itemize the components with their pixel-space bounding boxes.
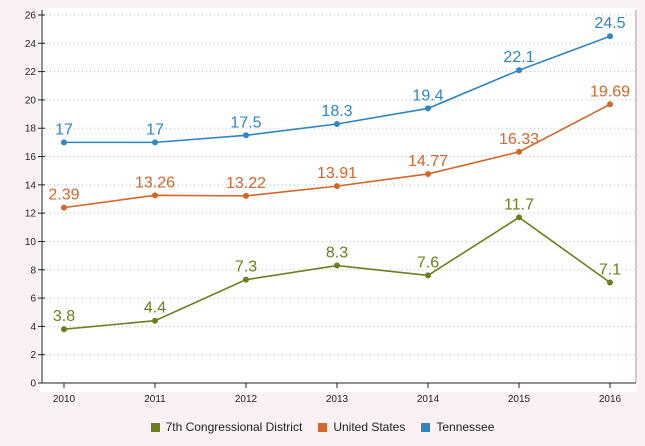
x-tick-label-2014: 2014 [417,394,440,405]
y-tick-label-8: 8 [30,265,36,276]
data-label-district-2010: 3.8 [53,308,75,325]
data-point-tennessee-2011 [152,139,158,146]
data-point-united-states-2011 [152,192,158,199]
legend-label-united-states: United States [333,420,406,434]
data-label-united-states-2013: 13.91 [317,165,357,182]
y-tick-label-10: 10 [25,237,37,248]
legend: 7th Congressional District United States… [0,420,645,434]
legend-swatch-united-states [318,422,328,432]
data-label-united-states-2015: 16.33 [499,131,539,148]
y-tick-label-2: 2 [30,350,36,361]
x-tick-label-2013: 2013 [326,394,349,405]
data-point-united-states-2010 [61,204,67,211]
y-tick-label-24: 24 [25,39,37,50]
data-label-tennessee-2012: 17.5 [230,114,261,131]
data-point-district-2015 [516,214,522,221]
x-tick-label-2016: 2016 [599,394,622,405]
legend-item-district[interactable]: 7th Congressional District [150,420,303,434]
legend-item-united-states[interactable]: United States [318,420,405,434]
data-point-district-2012 [243,276,249,283]
data-label-united-states-2010: 2.39 [48,187,79,204]
x-tick-label-2015: 2015 [508,394,531,405]
data-point-tennessee-2013 [334,120,340,127]
data-point-district-2011 [152,317,158,324]
y-tick-label-16: 16 [25,152,37,163]
data-point-tennessee-2010 [61,139,67,146]
data-label-united-states-2016: 19.69 [590,83,630,100]
legend-label-district: 7th Congressional District [165,420,303,434]
data-point-united-states-2014 [425,170,431,177]
data-label-district-2016: 7.1 [599,262,621,279]
data-point-district-2010 [61,326,67,333]
data-point-district-2016 [607,279,613,286]
y-tick-label-0: 0 [30,379,36,390]
data-point-district-2013 [334,262,340,269]
y-tick-label-20: 20 [25,95,37,106]
data-label-united-states-2012: 13.22 [226,175,266,192]
data-label-tennessee-2016: 24.5 [594,15,625,32]
data-point-united-states-2016 [607,101,613,108]
data-label-district-2013: 8.3 [326,245,348,262]
data-point-united-states-2012 [243,192,249,199]
y-tick-label-6: 6 [30,294,36,305]
data-label-tennessee-2013: 18.3 [321,103,352,120]
data-point-tennessee-2016 [607,33,613,40]
data-point-tennessee-2014 [425,105,431,112]
y-tick-label-4: 4 [30,322,36,333]
legend-swatch-tennessee [421,422,431,432]
data-label-tennessee-2011: 17 [146,121,164,138]
data-label-district-2012: 7.3 [235,259,257,276]
y-tick-label-26: 26 [25,11,37,22]
data-point-united-states-2015 [516,148,522,155]
data-point-district-2014 [425,272,431,279]
legend-label-tennessee: Tennessee [436,420,495,434]
x-tick-label-2010: 2010 [53,394,76,405]
data-point-united-states-2013 [334,183,340,190]
y-tick-label-22: 22 [25,67,37,78]
data-point-tennessee-2015 [516,67,522,74]
y-tick-label-12: 12 [25,209,37,220]
data-label-district-2015: 11.7 [504,196,534,213]
legend-item-tennessee[interactable]: Tennessee [421,420,494,434]
x-tick-label-2011: 2011 [144,394,166,405]
data-point-tennessee-2012 [243,132,249,139]
data-label-tennessee-2010: 17 [55,121,73,138]
data-label-tennessee-2015: 22.1 [503,49,534,66]
data-label-district-2011: 4.4 [144,300,166,317]
legend-swatch-district [150,422,160,432]
y-tick-label-14: 14 [25,180,37,191]
y-tick-label-18: 18 [25,124,37,135]
data-label-district-2014: 7.6 [417,254,439,271]
x-tick-label-2012: 2012 [235,394,258,405]
data-label-united-states-2011: 13.26 [135,174,175,191]
data-label-united-states-2014: 14.77 [408,153,448,170]
data-label-tennessee-2014: 19.4 [412,87,443,104]
